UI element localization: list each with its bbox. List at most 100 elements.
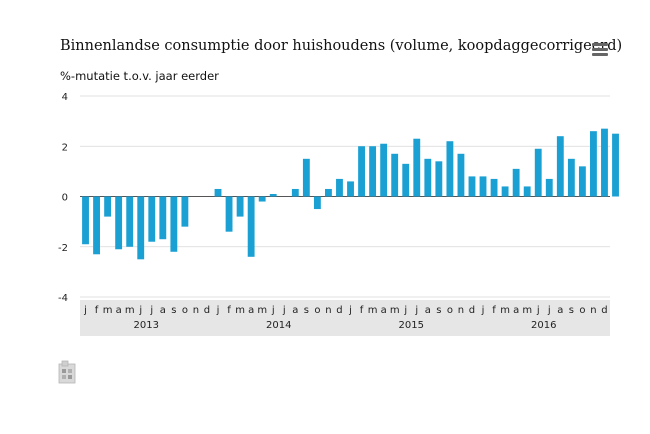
x-month-label: j <box>216 305 220 316</box>
bar <box>413 138 421 197</box>
x-month-label: j <box>83 305 87 316</box>
x-month-label: o <box>579 305 585 316</box>
x-year-label: 2014 <box>266 320 291 331</box>
bar <box>258 196 266 202</box>
x-month-label: m <box>500 305 510 316</box>
x-month-label: j <box>547 305 551 316</box>
x-month-label: j <box>348 305 352 316</box>
bar <box>601 128 608 197</box>
bar <box>148 196 156 242</box>
x-month-label: f <box>360 305 364 316</box>
bar <box>137 196 145 260</box>
bar <box>446 141 454 197</box>
x-year-label: 2015 <box>399 320 424 331</box>
cbs-logo-icon <box>58 360 76 384</box>
y-tick-label: 0 <box>62 193 68 204</box>
y-tick-label: -4 <box>58 293 68 304</box>
x-month-label: j <box>481 305 485 316</box>
x-year-label: 2016 <box>531 320 556 331</box>
bar <box>225 196 233 232</box>
x-month-label: j <box>282 305 286 316</box>
bar <box>545 178 553 197</box>
bar <box>302 158 310 197</box>
x-month-label: f <box>95 305 99 316</box>
bar <box>457 153 465 197</box>
x-month-label: a <box>381 305 387 316</box>
bar <box>93 196 100 255</box>
x-month-label: a <box>160 305 166 316</box>
bar <box>369 146 377 197</box>
bar <box>291 188 299 197</box>
chart-title: Binnenlandse consumptie door huishoudens… <box>60 38 623 54</box>
x-month-label: j <box>149 305 153 316</box>
bar <box>159 196 167 240</box>
bar <box>104 196 112 217</box>
x-month-label: n <box>193 305 199 316</box>
x-month-label: j <box>414 305 418 316</box>
x-month-label: d <box>469 305 475 316</box>
bar <box>435 161 443 197</box>
x-month-label: n <box>325 305 331 316</box>
bar <box>170 196 178 252</box>
y-tick-label: -2 <box>58 243 68 254</box>
x-year-label: 2013 <box>134 320 159 331</box>
bar <box>567 158 575 197</box>
bar <box>512 168 520 197</box>
x-month-label: a <box>425 305 431 316</box>
bar <box>479 176 487 197</box>
x-month-label: m <box>103 305 113 316</box>
x-month-label: o <box>182 305 188 316</box>
bar <box>402 163 410 197</box>
y-axis-label: %-mutatie t.o.v. jaar eerder <box>60 69 219 83</box>
bar <box>556 136 564 197</box>
x-month-label: f <box>492 305 496 316</box>
x-month-label: j <box>403 305 407 316</box>
x-month-label: j <box>536 305 540 316</box>
bar <box>358 146 365 197</box>
bar <box>247 196 255 257</box>
x-month-label: j <box>138 305 142 316</box>
bar <box>490 178 498 197</box>
bar <box>325 188 332 197</box>
y-tick-label: 4 <box>62 92 68 103</box>
x-month-label: a <box>292 305 298 316</box>
bar <box>236 196 244 217</box>
bar <box>380 143 388 197</box>
bar <box>468 176 476 197</box>
x-month-label: n <box>590 305 596 316</box>
x-month-label: s <box>304 305 309 316</box>
bar <box>181 196 189 227</box>
x-month-label: a <box>513 305 519 316</box>
bar <box>313 196 321 210</box>
bar <box>501 186 509 197</box>
x-month-label: o <box>447 305 453 316</box>
x-month-label: d <box>601 305 607 316</box>
x-month-label: o <box>314 305 320 316</box>
x-month-label: m <box>522 305 532 316</box>
bar <box>534 148 542 197</box>
x-month-label: m <box>235 305 245 316</box>
bar <box>590 131 597 197</box>
x-month-label: j <box>271 305 275 316</box>
x-month-label: d <box>336 305 342 316</box>
bar <box>578 166 586 197</box>
bar <box>126 196 134 247</box>
bar <box>82 196 89 245</box>
x-month-label: m <box>368 305 378 316</box>
x-month-label: m <box>390 305 400 316</box>
hamburger-menu-icon[interactable] <box>592 43 608 56</box>
bar <box>523 186 531 197</box>
y-tick-label: 2 <box>62 142 68 153</box>
bar <box>269 193 277 197</box>
x-month-label: m <box>125 305 135 316</box>
bar <box>347 181 354 197</box>
bar <box>424 158 432 197</box>
bar <box>115 196 123 250</box>
bar <box>391 153 399 197</box>
x-month-label: a <box>116 305 122 316</box>
x-month-label: a <box>248 305 254 316</box>
bar <box>336 178 343 197</box>
x-month-label: f <box>227 305 231 316</box>
x-month-label: a <box>557 305 563 316</box>
